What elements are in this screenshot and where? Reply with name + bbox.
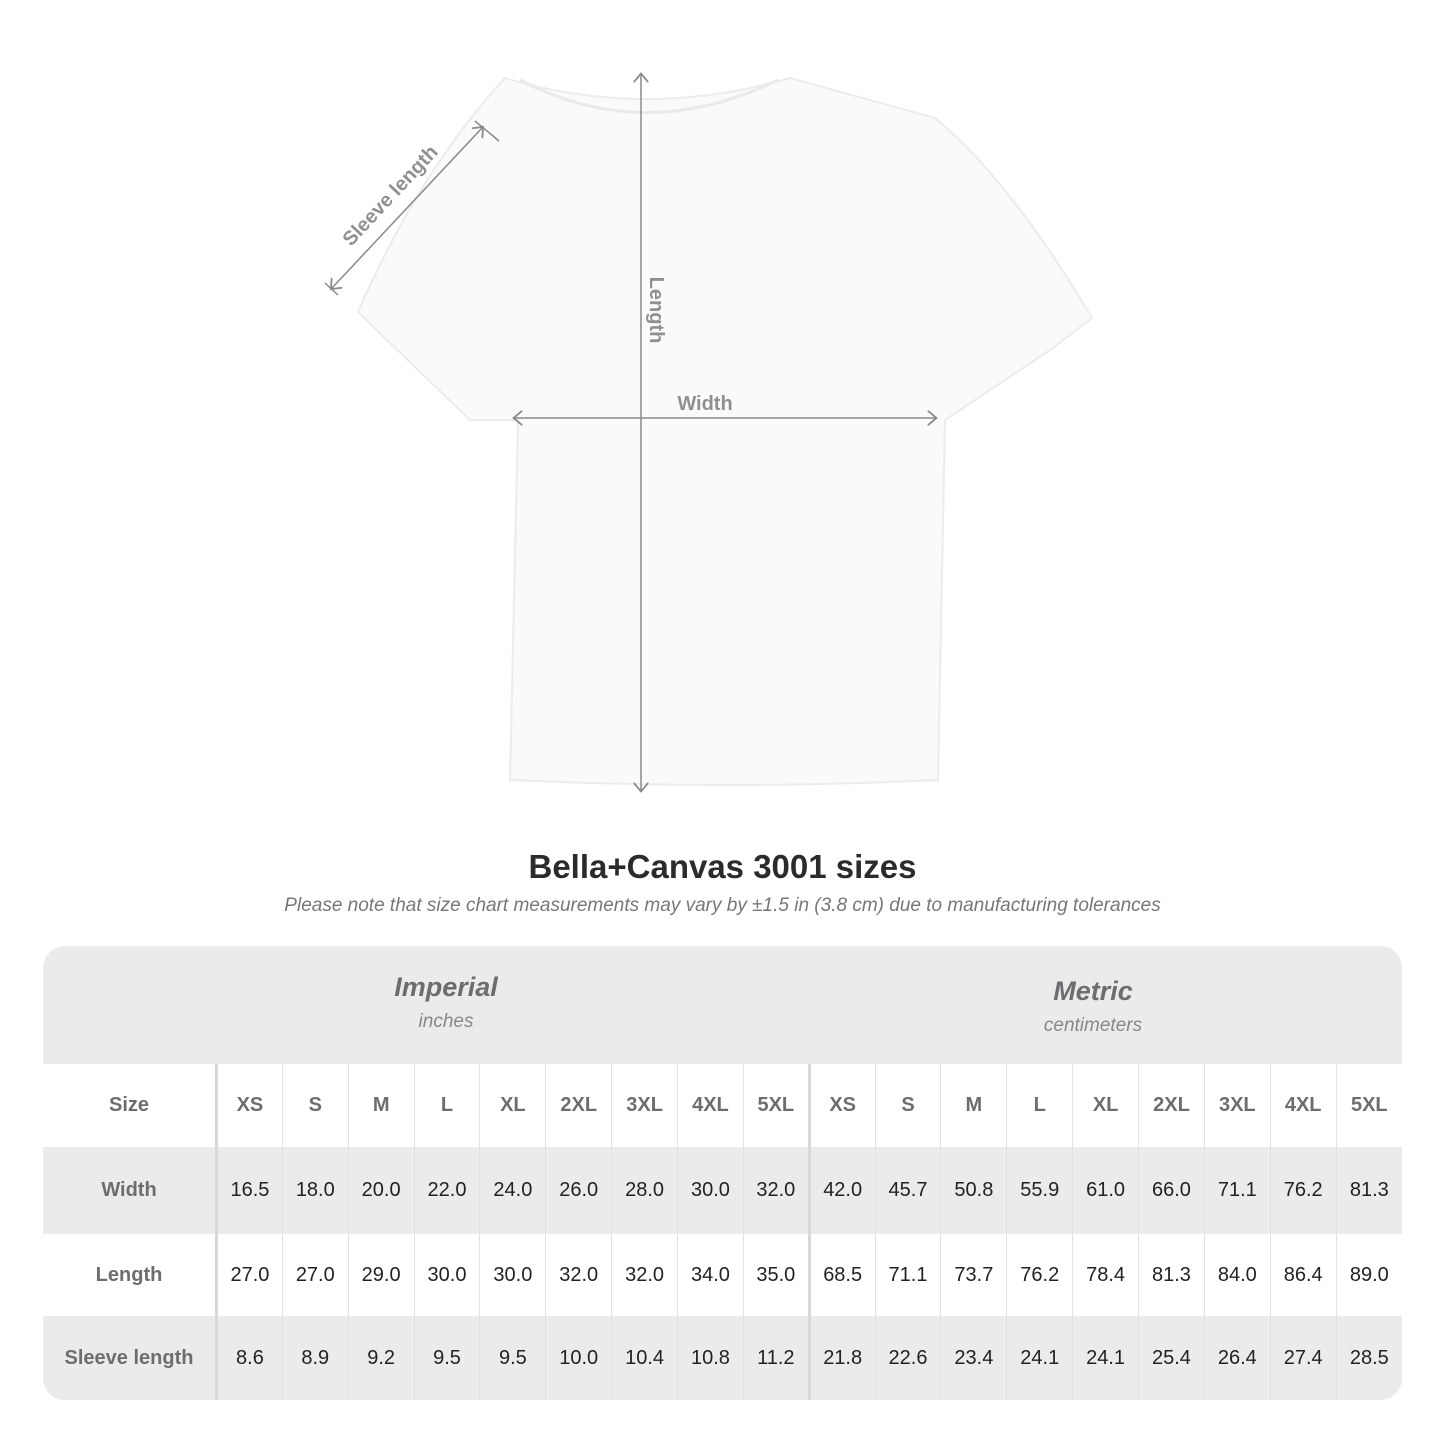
metric-value: 42.0 bbox=[808, 1147, 876, 1234]
imperial-value: 8.6 bbox=[216, 1316, 283, 1400]
metric-value: 55.9 bbox=[1006, 1147, 1073, 1234]
imperial-value: 32.0 bbox=[742, 1147, 811, 1234]
metric-value: 81.3 bbox=[1138, 1234, 1205, 1316]
imperial-header: Imperial inches bbox=[394, 972, 498, 1032]
imperial-value: 32.0 bbox=[545, 1234, 612, 1316]
table-row: Sleeve length 8.6 8.9 9.2 9.5 9.5 10.0 10.4 10.8… bbox=[43, 1316, 1402, 1400]
imperial-value: 35.0 bbox=[742, 1234, 811, 1316]
size-heading: 2XL bbox=[545, 1064, 612, 1147]
tolerance-note: Please note that size chart measurements… bbox=[284, 895, 1161, 916]
imperial-value: 9.2 bbox=[347, 1316, 415, 1400]
size-heading: L bbox=[413, 1064, 480, 1147]
imperial-value: 16.5 bbox=[216, 1147, 283, 1234]
size-table: Imperial inches Metric centimeters Size X… bbox=[43, 946, 1402, 1400]
metric-value: 28.5 bbox=[1335, 1316, 1402, 1400]
imperial-value: 20.0 bbox=[347, 1147, 415, 1234]
metric-value: 26.4 bbox=[1203, 1316, 1271, 1400]
metric-value: 89.0 bbox=[1335, 1234, 1402, 1316]
tshirt-diagram: Width Length Sleeve length bbox=[324, 0, 1094, 820]
imperial-value: 10.0 bbox=[545, 1316, 612, 1400]
imperial-value: 27.0 bbox=[216, 1234, 283, 1316]
size-heading: S bbox=[281, 1064, 349, 1147]
table-row: Length 27.0 27.0 29.0 30.0 30.0 32.0 32.0 34.0 35… bbox=[43, 1234, 1402, 1316]
row-label: Width bbox=[43, 1147, 218, 1234]
size-heading: XL bbox=[1072, 1064, 1139, 1147]
metric-value: 24.1 bbox=[1072, 1316, 1139, 1400]
row-label: Length bbox=[43, 1234, 218, 1316]
metric-value: 71.1 bbox=[874, 1234, 941, 1316]
length-label: Length bbox=[645, 277, 667, 344]
imperial-value: 28.0 bbox=[611, 1147, 678, 1234]
imperial-value: 22.0 bbox=[413, 1147, 480, 1234]
size-heading: 5XL bbox=[1335, 1064, 1402, 1147]
metric-value: 61.0 bbox=[1072, 1147, 1139, 1234]
size-heading: S bbox=[874, 1064, 941, 1147]
metric-value: 81.3 bbox=[1335, 1147, 1402, 1234]
imperial-value: 9.5 bbox=[413, 1316, 480, 1400]
table-row: Width 16.5 18.0 20.0 22.0 24.0 26.0 28.0 30.0 32.… bbox=[43, 1147, 1402, 1234]
metric-value: 84.0 bbox=[1203, 1234, 1271, 1316]
metric-value: 86.4 bbox=[1269, 1234, 1337, 1316]
size-heading: 4XL bbox=[1269, 1064, 1337, 1147]
imperial-value: 26.0 bbox=[545, 1147, 612, 1234]
size-heading: 3XL bbox=[611, 1064, 678, 1147]
size-heading: 2XL bbox=[1138, 1064, 1205, 1147]
metric-value: 76.2 bbox=[1269, 1147, 1337, 1234]
size-heading: M bbox=[347, 1064, 415, 1147]
metric-value: 76.2 bbox=[1006, 1234, 1073, 1316]
size-heading: M bbox=[940, 1064, 1007, 1147]
metric-header: Metric centimeters bbox=[1043, 976, 1143, 1036]
measurements-table: Size XS S M L XL 2XL 3XL 4XL 5XL XS S M L XL 2XL 3XL 4XL 5… bbox=[43, 1064, 1402, 1400]
imperial-value: 32.0 bbox=[611, 1234, 678, 1316]
metric-value: 68.5 bbox=[808, 1234, 876, 1316]
metric-value: 21.8 bbox=[808, 1316, 876, 1400]
metric-value: 27.4 bbox=[1269, 1316, 1337, 1400]
imperial-value: 18.0 bbox=[281, 1147, 349, 1234]
imperial-value: 11.2 bbox=[742, 1316, 811, 1400]
imperial-value: 34.0 bbox=[677, 1234, 744, 1316]
size-header-row: Size XS S M L XL 2XL 3XL 4XL 5XL XS S M L XL 2XL 3XL 4XL 5… bbox=[43, 1064, 1402, 1147]
size-heading: XL bbox=[479, 1064, 546, 1147]
size-heading: 3XL bbox=[1203, 1064, 1271, 1147]
metric-value: 66.0 bbox=[1138, 1147, 1205, 1234]
row-label: Sleeve length bbox=[43, 1316, 218, 1400]
imperial-value: 24.0 bbox=[479, 1147, 546, 1234]
imperial-value: 30.0 bbox=[479, 1234, 546, 1316]
size-heading: XS bbox=[216, 1064, 283, 1147]
metric-value: 23.4 bbox=[940, 1316, 1007, 1400]
imperial-value: 29.0 bbox=[347, 1234, 415, 1316]
metric-value: 50.8 bbox=[940, 1147, 1007, 1234]
metric-value: 22.6 bbox=[874, 1316, 941, 1400]
metric-value: 78.4 bbox=[1072, 1234, 1139, 1316]
tshirt-shape bbox=[356, 76, 1094, 786]
size-heading: XS bbox=[808, 1064, 876, 1147]
imperial-value: 30.0 bbox=[413, 1234, 480, 1316]
width-label: Width bbox=[677, 393, 732, 415]
size-label: Size bbox=[43, 1064, 218, 1147]
size-heading: 5XL bbox=[742, 1064, 811, 1147]
imperial-value: 30.0 bbox=[677, 1147, 744, 1234]
metric-value: 25.4 bbox=[1138, 1316, 1205, 1400]
metric-value: 24.1 bbox=[1006, 1316, 1073, 1400]
imperial-value: 8.9 bbox=[281, 1316, 349, 1400]
imperial-value: 9.5 bbox=[479, 1316, 546, 1400]
size-heading: 4XL bbox=[677, 1064, 744, 1147]
imperial-value: 10.4 bbox=[611, 1316, 678, 1400]
size-heading: L bbox=[1006, 1064, 1073, 1147]
imperial-value: 27.0 bbox=[281, 1234, 349, 1316]
metric-value: 45.7 bbox=[874, 1147, 941, 1234]
metric-value: 71.1 bbox=[1203, 1147, 1271, 1234]
imperial-value: 10.8 bbox=[677, 1316, 744, 1400]
metric-value: 73.7 bbox=[940, 1234, 1007, 1316]
chart-title: Bella+Canvas 3001 sizes bbox=[528, 848, 917, 885]
